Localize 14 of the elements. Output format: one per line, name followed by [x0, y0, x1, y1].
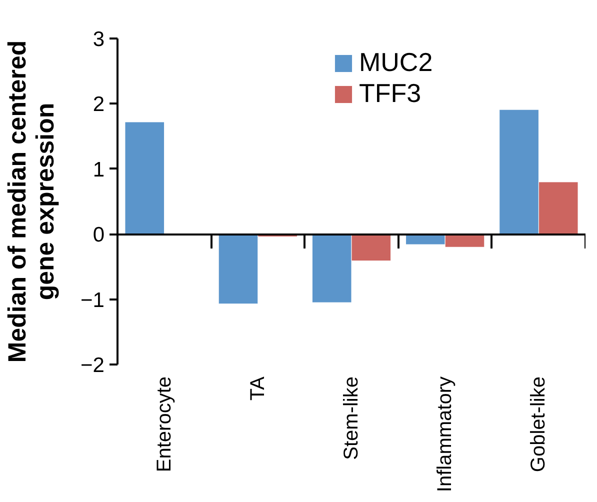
y-tick-label: −2 [80, 354, 105, 377]
x-tick-label: Stem-like [340, 376, 362, 460]
x-tick-label: Enterocyte [153, 376, 176, 472]
legend-label: MUC2 [359, 47, 433, 78]
legend-label: TFF3 [359, 78, 422, 109]
y-tick-label: −1 [80, 288, 105, 312]
x-tick-label: TA [246, 376, 269, 401]
y-tick-label: 3 [92, 28, 105, 51]
y-tick-label: 0 [92, 224, 105, 247]
y-tick-label: 2 [92, 93, 105, 116]
x-tick-label: Goblet-like [528, 376, 550, 472]
y-tick-label: 1 [92, 158, 105, 182]
x-tick-label: Inflammatory [434, 376, 456, 492]
y-axis-title: Median of median centered gene expression [4, 40, 60, 363]
